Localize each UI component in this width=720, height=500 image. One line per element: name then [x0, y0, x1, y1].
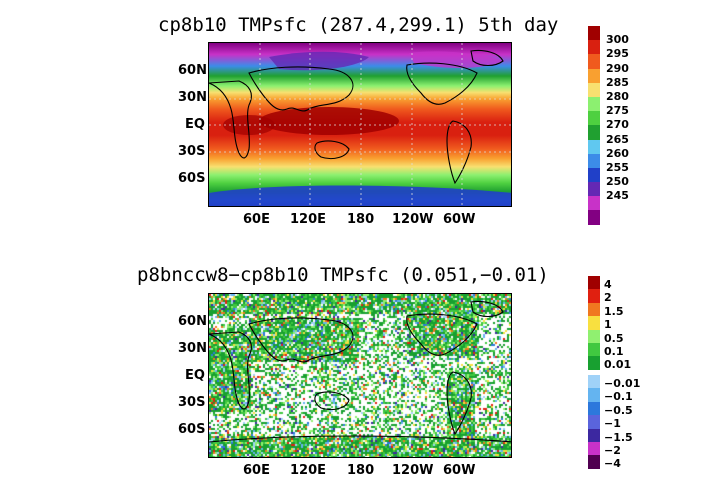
colorbar-label: 265: [606, 132, 629, 146]
colorbar-label: 1: [604, 318, 612, 332]
panel1-temperature-map: [208, 42, 512, 207]
panel1-colorbar: [588, 26, 600, 225]
panel1-lon-label: 120W: [392, 212, 434, 227]
colorbar-swatch: [588, 153, 600, 168]
colorbar-swatch: [588, 342, 600, 357]
colorbar-label: 4: [604, 278, 612, 291]
panel1-lat-label: 30N: [178, 90, 207, 105]
colorbar-label: 270: [606, 118, 629, 132]
colorbar-swatch: [588, 375, 600, 389]
colorbar-swatch: [588, 276, 600, 290]
colorbar-swatch: [588, 196, 600, 211]
colorbar-swatch: [588, 455, 600, 469]
colorbar-swatch: [588, 316, 600, 330]
colorbar-label: −1.5: [604, 430, 633, 444]
panel2-lon-label: 60E: [243, 463, 270, 478]
panel1-lat-label: 30S: [178, 144, 206, 159]
panel1-lon-label: 180: [347, 212, 375, 227]
colorbar-swatch: [588, 167, 600, 183]
panel2-lat-label: EQ: [185, 368, 205, 383]
colorbar-swatch: [588, 125, 600, 140]
colorbar-swatch: [588, 415, 600, 429]
colorbar-label: 0.5: [604, 331, 624, 345]
panel1-lat-label: EQ: [185, 117, 205, 132]
panel2-lon-label: 60W: [443, 463, 476, 478]
panel2-lat-label: 60N: [178, 314, 207, 329]
colorbar-label: 290: [606, 61, 629, 75]
colorbar-swatch: [588, 139, 600, 154]
panel1-lon-label: 120E: [290, 212, 327, 227]
colorbar-label: 285: [606, 75, 629, 89]
colorbar-label: 0.1: [604, 345, 624, 358]
colorbar-label: 255: [606, 161, 629, 174]
colorbar-swatch: [588, 289, 600, 303]
colorbar-swatch: [588, 96, 600, 112]
panel1-lon-label: 60W: [443, 212, 476, 227]
colorbar-swatch: [588, 356, 600, 370]
colorbar-swatch: [588, 329, 600, 343]
coastlines: [209, 49, 504, 185]
colorbar-swatch: [588, 441, 600, 456]
colorbar-swatch: [588, 182, 600, 197]
panel1-lat-label: 60S: [178, 171, 206, 186]
colorbar-label: 260: [606, 146, 629, 160]
warm-pool: [259, 107, 399, 135]
panel2-lon-label: 120W: [392, 463, 434, 478]
colorbar-label: 280: [606, 90, 629, 103]
colorbar-label: 295: [606, 47, 629, 61]
panel1-lon-label: 60E: [243, 212, 270, 227]
colorbar-swatch: [588, 40, 600, 55]
panel2-lon-label: 180: [347, 463, 375, 478]
colorbar-label: −0.5: [604, 403, 633, 417]
colorbar-swatch: [588, 210, 600, 225]
colorbar-label: −0.1: [604, 390, 633, 404]
panel2-lat-label: 30S: [178, 395, 206, 410]
panel2-colorbar-positive: [588, 276, 600, 370]
panel2-colorbar-negative: [588, 375, 600, 469]
panel2-lat-label: 60S: [178, 422, 206, 437]
siberia-cold: [269, 51, 369, 71]
colorbar-swatch: [588, 68, 600, 83]
colorbar-swatch: [588, 54, 600, 69]
colorbar-swatch: [588, 26, 600, 41]
panel2-lat-label: 30N: [178, 341, 207, 356]
colorbar-label: −4: [604, 457, 621, 471]
colorbar-swatch: [588, 111, 600, 126]
colorbar-label: −0.01: [604, 377, 641, 390]
colorbar-label: 0.01: [604, 358, 632, 372]
colorbar-swatch: [588, 302, 600, 317]
panel1-lat-label: 60N: [178, 63, 207, 78]
panel2-difference-map: [208, 293, 512, 458]
colorbar-label: 245: [606, 189, 629, 203]
colorbar-swatch: [588, 388, 600, 402]
north-america-cold: [409, 51, 505, 68]
panel1-title: cp8b10 TMPsfc (287.4,299.1) 5th day: [158, 14, 559, 36]
antarctica-cold: [209, 185, 511, 206]
colorbar-label: 2: [604, 291, 612, 305]
grid-lines: [209, 43, 511, 206]
colorbar-label: 275: [606, 104, 629, 118]
colorbar-label: 1.5: [604, 304, 624, 318]
colorbar-swatch: [588, 82, 600, 97]
colorbar-label: −2: [604, 444, 621, 457]
colorbar-label: 250: [606, 175, 629, 189]
coastlines: [209, 300, 511, 443]
panel2-title: p8bnccw8−cp8b10 TMPsfc (0.051,−0.01): [137, 264, 549, 286]
colorbar-swatch: [588, 428, 600, 442]
colorbar-label: 300: [606, 33, 629, 47]
colorbar-label: −1: [604, 417, 621, 431]
panel2-lon-label: 120E: [290, 463, 327, 478]
colorbar-swatch: [588, 401, 600, 416]
